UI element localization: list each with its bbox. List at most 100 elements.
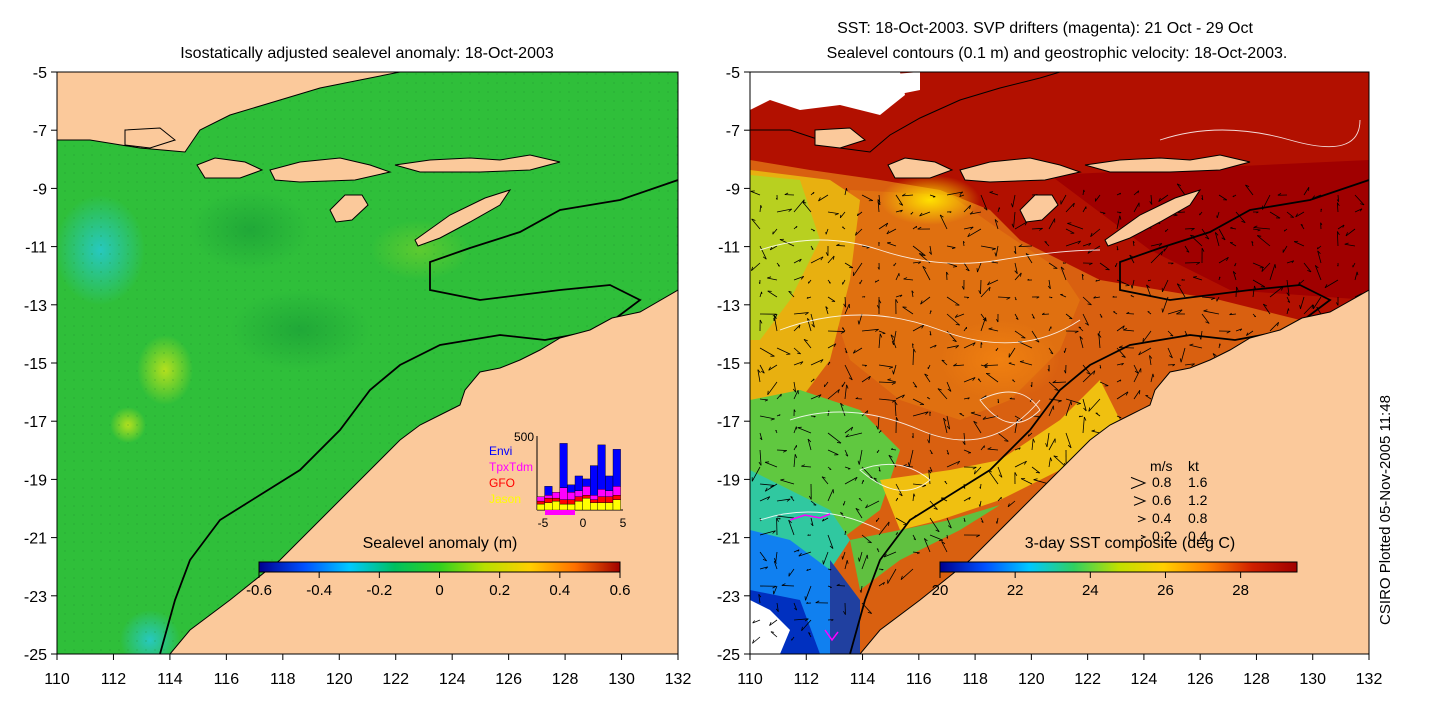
y-tick-label: -19 bbox=[717, 472, 740, 489]
left-map: Sealevel anomaly (m) -0.6 -0.4 -0.2 0 0.2 0.4… bbox=[57, 72, 678, 654]
velocity-key-ms: 0.2 bbox=[1152, 528, 1172, 544]
y-tick-label: -13 bbox=[24, 298, 47, 315]
y-tick-label: -9 bbox=[726, 181, 740, 198]
right-colorbar-tick: 26 bbox=[1157, 582, 1174, 599]
x-tick-label: 116 bbox=[214, 671, 240, 688]
inset-bar-gfo bbox=[605, 496, 614, 503]
x-tick-label: 114 bbox=[157, 671, 183, 688]
credit-text: CSIRO Plotted 05-Nov-2005 11:48 bbox=[1377, 395, 1394, 625]
x-tick-label: 114 bbox=[850, 671, 876, 688]
inset-bar-jason bbox=[559, 503, 568, 511]
inset-ymax-label: 500 bbox=[514, 430, 534, 444]
inset-bar-envi bbox=[559, 443, 568, 488]
right-colorbar-tick: 20 bbox=[932, 582, 949, 599]
inset-bar-envi bbox=[544, 486, 553, 496]
left-colorbar-tick: 0.6 bbox=[610, 582, 631, 599]
velocity-key-arrow bbox=[1140, 534, 1147, 540]
inset-legend-tpxtdm: TpxTdm bbox=[489, 460, 533, 474]
inset-bar-envi bbox=[590, 465, 599, 496]
inset-bar-gfo bbox=[590, 499, 599, 503]
y-tick-label: -11 bbox=[718, 240, 740, 257]
y-tick-label: -13 bbox=[717, 298, 740, 315]
inset-bar-envi bbox=[574, 475, 583, 491]
inset-legend-gfo: GFO bbox=[489, 476, 515, 490]
right-title-line2: Sealevel contours (0.1 m) and geostrophi… bbox=[827, 45, 1288, 62]
right-colorbar-tick: 28 bbox=[1232, 582, 1249, 599]
inset-bar-jason bbox=[574, 500, 583, 511]
y-tick-label: -21 bbox=[24, 531, 47, 548]
inset-bar-envi bbox=[567, 484, 576, 493]
inset-bar-jason bbox=[552, 500, 561, 511]
velocity-key-arrow bbox=[1130, 476, 1147, 490]
x-tick-label: 122 bbox=[1074, 671, 1101, 688]
velocity-key-header-kt: kt bbox=[1188, 458, 1199, 474]
inset-bar-tpx bbox=[567, 492, 576, 500]
left-colorbar-tick: 0.2 bbox=[489, 582, 510, 599]
inset-bar-envi bbox=[612, 449, 621, 487]
cloud-mask bbox=[750, 72, 920, 654]
velocity-key-ms: 0.8 bbox=[1152, 474, 1172, 490]
left-colorbar-label: Sealevel anomaly (m) bbox=[363, 535, 518, 552]
y-tick-label: -15 bbox=[24, 356, 47, 373]
left-colorbar-tick: 0.4 bbox=[549, 582, 570, 599]
x-tick-label: 116 bbox=[906, 671, 932, 688]
right-map: m/s kt 0.8 1.6 0.6 1.2 0.4 0.8 0.2 0.4 3-day SS… bbox=[750, 72, 1369, 654]
velocity-key-kt: 1.6 bbox=[1188, 474, 1208, 490]
x-tick-label: 128 bbox=[1243, 671, 1270, 688]
right-title-line1: SST: 18-Oct-2003. SVP drifters (magenta)… bbox=[837, 20, 1253, 37]
y-tick-label: -25 bbox=[717, 647, 740, 664]
y-tick-label: -25 bbox=[24, 647, 47, 664]
inset-bar-gfo bbox=[582, 495, 591, 499]
y-tick-label: -7 bbox=[726, 123, 740, 140]
y-tick-label: -17 bbox=[717, 414, 740, 431]
y-tick-label: -21 bbox=[717, 531, 740, 548]
y-tick-label: -7 bbox=[33, 123, 47, 140]
velocity-key-kt: 0.4 bbox=[1188, 528, 1208, 544]
y-tick-label: -19 bbox=[24, 472, 47, 489]
left-colorbar-tick: 0 bbox=[435, 582, 443, 599]
x-tick-label: 120 bbox=[326, 671, 353, 688]
y-tick-label: -23 bbox=[717, 589, 740, 606]
inset-bar-gfo bbox=[574, 496, 583, 502]
right-colorbar-tick: 22 bbox=[1007, 582, 1024, 599]
inset-bar-tpx bbox=[582, 486, 591, 496]
inset-bar-tpx bbox=[574, 490, 583, 497]
velocity-key-ms: 0.6 bbox=[1152, 492, 1172, 508]
velocity-key-arrow bbox=[1133, 496, 1147, 506]
inset-bar-gfo bbox=[567, 499, 576, 505]
y-tick-label: -9 bbox=[33, 181, 47, 198]
x-tick-label: 118 bbox=[962, 671, 988, 688]
x-tick-label: 122 bbox=[382, 671, 409, 688]
x-tick-label: 124 bbox=[1131, 671, 1158, 688]
velocity-key: m/s kt 0.8 1.6 0.6 1.2 0.4 0.8 0.2 0.4 bbox=[1130, 458, 1208, 544]
y-tick-label: -23 bbox=[24, 589, 47, 606]
left-inset-chart: 500 Envi TpxTdm GFO Jason -5 0 5 bbox=[489, 430, 627, 530]
left-axes: 110 112 114 116 118 120 122 124 126 128 130 132 -5 -7… bbox=[24, 65, 692, 688]
left-colorbar-tick: -0.4 bbox=[306, 582, 332, 599]
y-tick-label: -5 bbox=[726, 65, 740, 82]
inset-bar-tpx bbox=[597, 489, 606, 497]
inset-x-tick: 0 bbox=[580, 516, 587, 530]
inset-bar-gfo bbox=[552, 497, 561, 502]
inset-bar-tpx bbox=[559, 487, 568, 500]
inset-bar-gfo bbox=[612, 495, 621, 500]
y-tick-label: -17 bbox=[24, 414, 47, 431]
x-tick-label: 132 bbox=[1356, 671, 1383, 688]
left-title: Isostatically adjusted sealevel anomaly:… bbox=[180, 45, 554, 62]
left-colorbar-tick: -0.2 bbox=[366, 582, 392, 599]
x-tick-label: 132 bbox=[665, 671, 692, 688]
inset-bar-tpx bbox=[544, 495, 553, 499]
inset-x-tick: -5 bbox=[538, 516, 549, 530]
inset-bar-jason bbox=[536, 503, 545, 511]
inset-bar-jason bbox=[597, 502, 606, 511]
right-colorbar: 3-day SST composite (deg C) 20 22 24 26 28 bbox=[932, 535, 1298, 599]
inset-legend-envi: Envi bbox=[489, 444, 512, 458]
x-tick-label: 124 bbox=[439, 671, 466, 688]
x-tick-label: 110 bbox=[44, 671, 70, 688]
inset-bar-jason bbox=[582, 497, 591, 511]
x-tick-label: 128 bbox=[552, 671, 579, 688]
svp-drifter-tracks bbox=[789, 513, 839, 642]
velocity-key-kt: 1.2 bbox=[1188, 492, 1208, 508]
geostrophic-velocity-arrows bbox=[750, 183, 1365, 644]
